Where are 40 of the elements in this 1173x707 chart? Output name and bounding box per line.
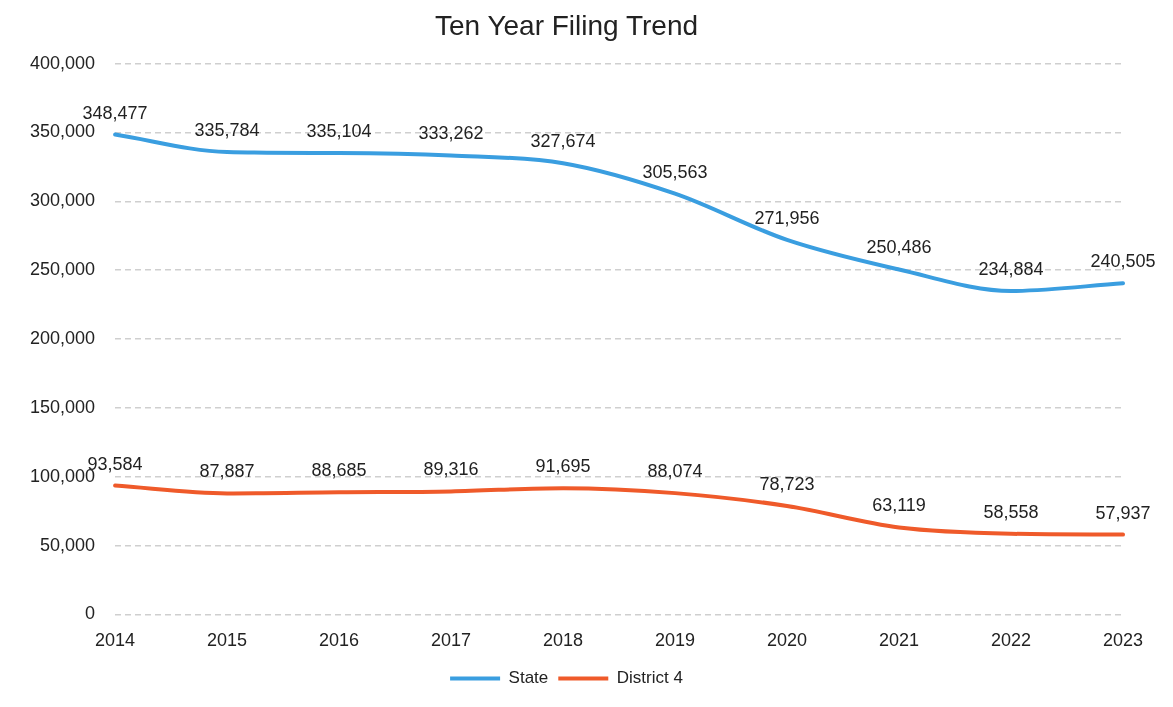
data-label: 333,262 <box>418 123 484 144</box>
y-tick-label: 200,000 <box>29 327 96 348</box>
data-label: 88,685 <box>311 460 367 481</box>
y-tick-label: 0 <box>85 603 96 624</box>
data-label: 240,505 <box>1090 251 1156 272</box>
data-label: 88,074 <box>647 461 703 482</box>
data-label: 63,119 <box>872 495 926 516</box>
data-label: 234,884 <box>978 258 1044 279</box>
x-tick-label: 2017 <box>431 630 472 651</box>
data-label: 78,723 <box>759 473 815 494</box>
data-label: 91,695 <box>535 456 591 477</box>
y-tick-label: 50,000 <box>40 534 96 555</box>
data-label: 58,558 <box>983 501 1039 522</box>
x-tick-label: 2021 <box>878 630 920 651</box>
y-tick-label: 300,000 <box>29 190 96 211</box>
y-tick-label: 150,000 <box>29 396 96 417</box>
x-tick-label: 2018 <box>543 630 584 651</box>
data-label: 57,937 <box>1095 502 1151 523</box>
data-label: 327,674 <box>530 131 596 152</box>
data-label: 348,477 <box>82 102 148 123</box>
legend-label: District 4 <box>616 668 683 688</box>
data-label: 250,486 <box>866 237 932 258</box>
x-tick-label: 2015 <box>207 630 248 651</box>
x-tick-label: 2014 <box>95 630 136 651</box>
data-label: 335,104 <box>306 120 372 141</box>
x-tick-label: 2020 <box>767 630 808 651</box>
x-tick-label: 2023 <box>1102 630 1144 651</box>
legend-label: State <box>508 668 549 688</box>
data-label: 89,316 <box>423 459 479 480</box>
y-tick-label: 400,000 <box>29 52 96 73</box>
data-label: 335,784 <box>194 119 260 140</box>
x-tick-label: 2019 <box>655 630 696 651</box>
data-label: 87,887 <box>199 461 255 482</box>
x-tick-label: 2022 <box>990 630 1032 651</box>
x-tick-label: 2016 <box>319 630 360 651</box>
chart-title: Ten Year Filing Trend <box>434 9 699 41</box>
y-tick-label: 350,000 <box>29 121 96 142</box>
data-label: 305,563 <box>642 161 708 182</box>
y-tick-label: 250,000 <box>29 259 96 280</box>
data-label: 271,956 <box>754 207 820 228</box>
